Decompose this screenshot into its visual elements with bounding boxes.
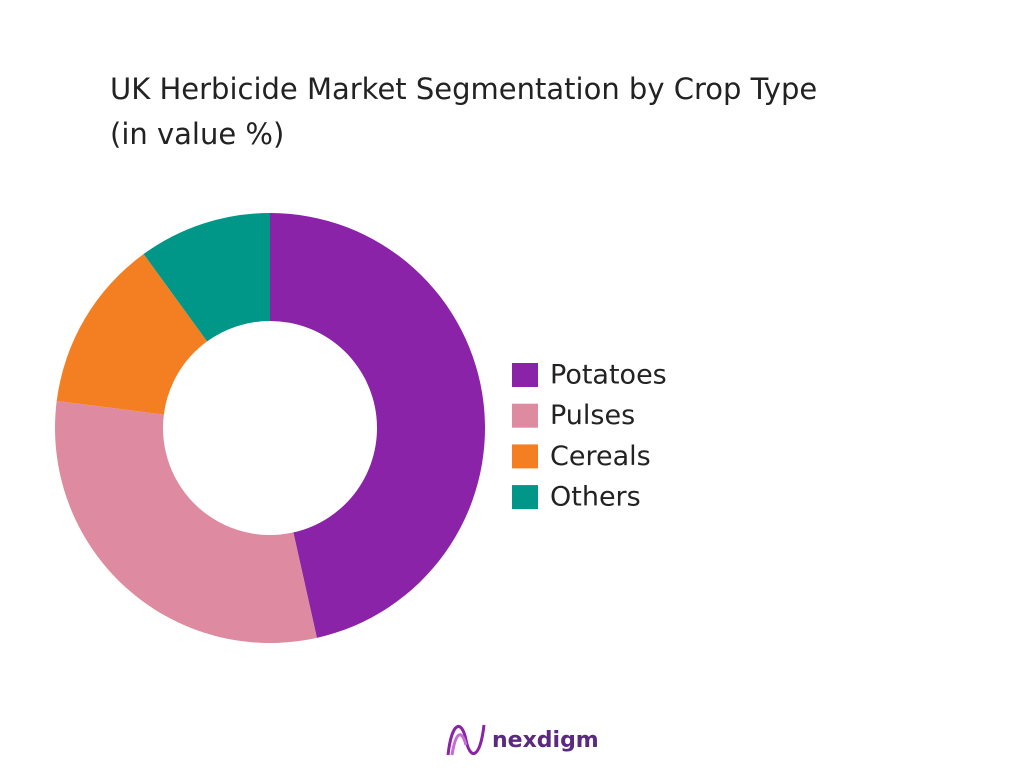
chart-subtitle: (in value %) <box>110 117 285 151</box>
chart-title: UK Herbicide Market Segmentation by Crop… <box>110 72 818 106</box>
brand: nexdigm <box>492 728 599 753</box>
legend-label: Others <box>550 482 641 513</box>
legend-label: Pulses <box>550 400 635 431</box>
legend-label: Cereals <box>550 441 651 472</box>
legend-swatch <box>512 444 538 469</box>
slice <box>55 401 317 643</box>
legend-label: Potatoes <box>550 360 667 391</box>
slice <box>143 213 270 342</box>
legend-swatch <box>512 403 538 428</box>
legend-swatch <box>512 363 538 387</box>
logo-icon <box>446 724 486 756</box>
legend-swatch <box>512 485 538 510</box>
slice <box>270 213 485 638</box>
slice <box>56 254 208 415</box>
